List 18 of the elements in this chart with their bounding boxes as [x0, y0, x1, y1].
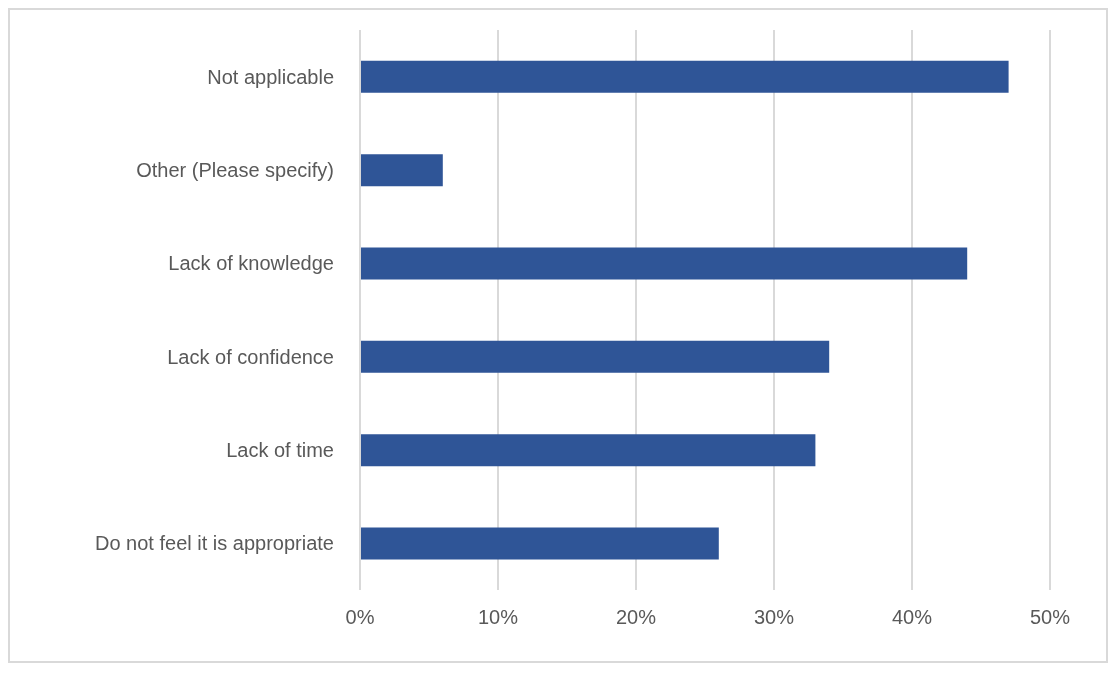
y-tick-label: Not applicable [207, 65, 334, 88]
x-tick-label: 40% [891, 606, 933, 629]
x-tick-label: 30% [753, 606, 795, 629]
bar [360, 60, 1009, 93]
bar [360, 247, 968, 280]
x-tick-label: 0% [345, 606, 375, 629]
y-tick-label: Lack of time [226, 439, 334, 462]
x-tick-label: 50% [1029, 606, 1071, 629]
bar [360, 527, 719, 560]
y-tick-label: Do not feel it is appropriate [94, 532, 334, 555]
bar [360, 154, 443, 187]
x-tick-label: 20% [615, 606, 657, 629]
x-tick-label: 10% [477, 606, 519, 629]
bar [360, 340, 830, 373]
y-tick-label: Lack of confidence [167, 345, 334, 368]
bar [360, 434, 816, 467]
y-tick-label: Other (Please specify) [136, 159, 334, 182]
y-tick-label: Lack of knowledge [168, 252, 334, 275]
